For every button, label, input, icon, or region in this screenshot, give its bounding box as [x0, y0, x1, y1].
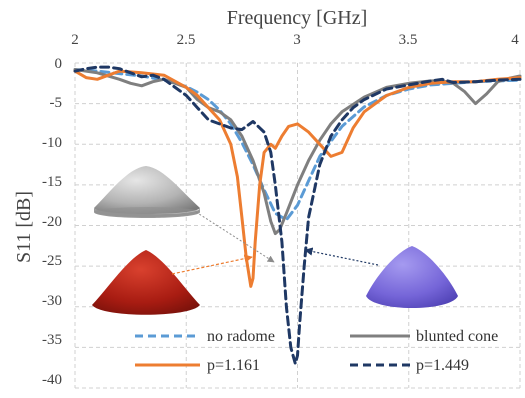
y-tick-label: -20: [42, 214, 62, 230]
orange-pointer-arrow: [171, 254, 253, 275]
y-tick-labels: 0 -5 -10 -15 -20 -25 -30 -35 -40: [42, 56, 62, 388]
legend-label-blunted-cone: blunted cone: [416, 328, 498, 345]
x-tick-label: 2.5: [177, 32, 196, 48]
x-tick-label: 3.5: [399, 32, 418, 48]
x-tick-label: 2: [71, 32, 79, 48]
red-cone-illustration: [92, 250, 200, 315]
y-axis-title: S11 [dB]: [13, 191, 35, 263]
x-tick-label: 3: [293, 32, 301, 48]
y-tick-label: 0: [55, 56, 63, 72]
blunted-cone-illustration: [94, 166, 200, 218]
legend: no radome blunted cone p=1.161 p=1.449: [135, 328, 498, 374]
grid: [74, 62, 521, 389]
grey-pointer-arrow: [195, 211, 275, 263]
y-tick-label: -30: [42, 293, 62, 309]
navy-pointer-arrow: [304, 247, 379, 266]
x-tick-labels: 2 2.5 3 3.5 4: [71, 32, 519, 48]
x-axis-title: Frequency [GHz]: [227, 7, 368, 29]
y-tick-label: -35: [42, 332, 62, 348]
y-tick-label: -15: [42, 174, 62, 190]
legend-label-no-radome: no radome: [207, 328, 275, 345]
blue-cone-illustration: [366, 246, 458, 308]
y-tick-label: -40: [42, 372, 62, 388]
y-tick-label: -5: [50, 95, 63, 111]
legend-label-p1161: p=1.161: [207, 357, 260, 374]
series-line-p-1-449: [73, 65, 522, 366]
x-tick-label: 4: [511, 32, 519, 48]
series-line-p-1-161: [73, 69, 522, 288]
y-tick-label: -25: [42, 253, 62, 269]
legend-label-p1449: p=1.449: [416, 357, 469, 374]
series-lines: [73, 65, 522, 366]
y-tick-label: -10: [42, 135, 62, 151]
